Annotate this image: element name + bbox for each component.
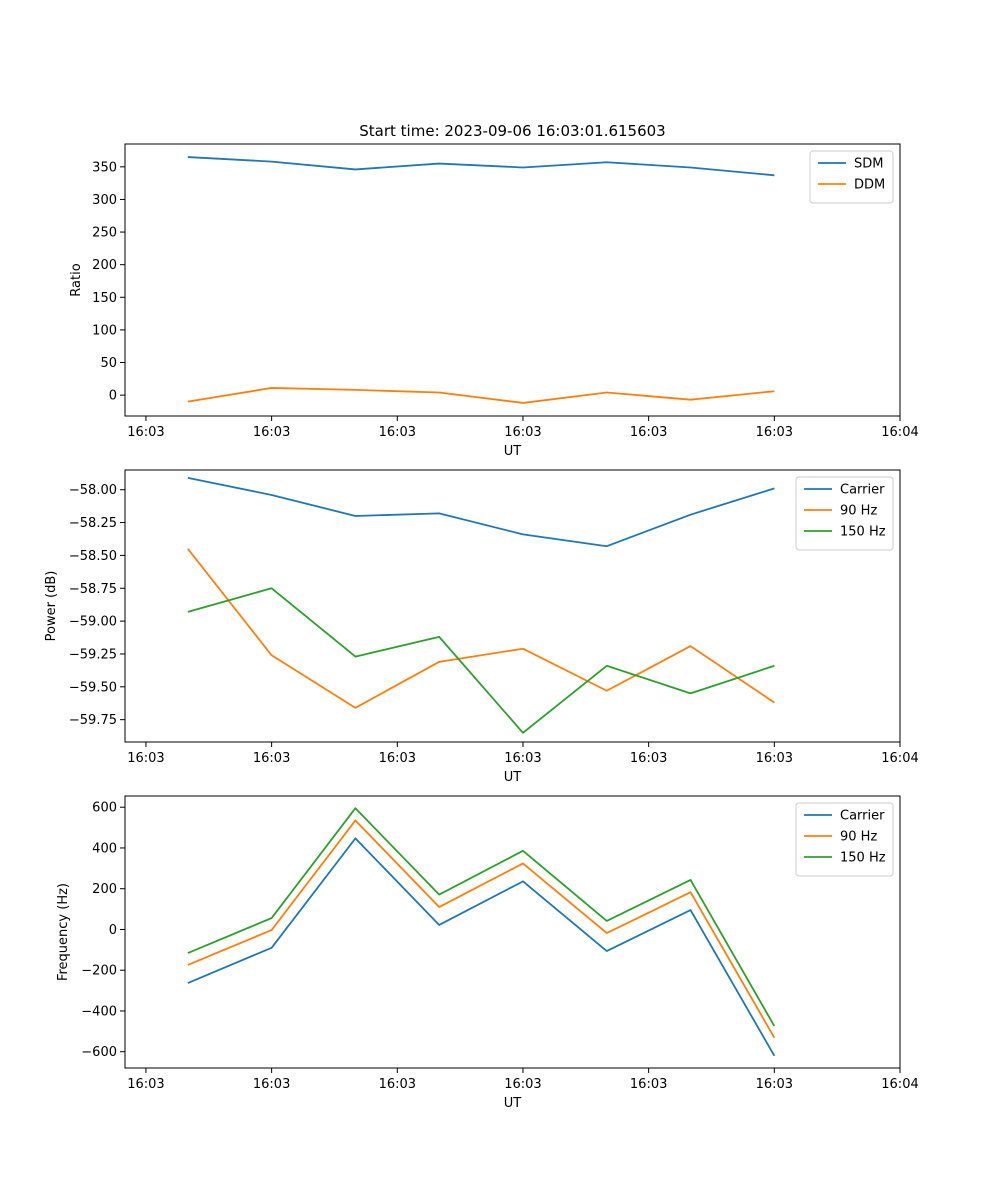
ratio-y-tick-label: 250 [92, 226, 117, 241]
power-series-line-carrier [187, 476, 775, 548]
frequency-axes-frame [124, 795, 901, 1069]
ratio-panel: 16:03 16:03 16:03 16:03 16:03 16:03 16:04 0 50 10… [69, 143, 919, 459]
power-x-tick-label: 16:03 [127, 751, 164, 766]
ratio-x-tick-label: 16:03 [504, 425, 541, 440]
ratio-x-tick-label: 16:03 [756, 425, 793, 440]
frequency-legend-label: Carrier [840, 809, 885, 824]
power-legend-label: Carrier [840, 483, 885, 498]
ratio-y-tick-label: 350 [92, 160, 117, 175]
frequency-panel: 16:03 16:03 16:03 16:03 16:03 16:03 16:04 −600 −… [56, 795, 919, 1111]
frequency-y-tick-label: 600 [92, 801, 117, 816]
frequency-y-tick-label: −200 [81, 964, 117, 979]
frequency-x-axis-label: UT [504, 1096, 522, 1111]
power-y-tick-label: −59.50 [69, 680, 117, 695]
frequency-x-tick-label: 16:03 [379, 1077, 416, 1092]
frequency-x-tick-label: 16:03 [630, 1077, 667, 1092]
power-legend-label: 150 Hz [840, 525, 886, 540]
frequency-series-line-90-hz [187, 819, 776, 1039]
figure-title: Start time: 2023-09-06 16:03:01.615603 [359, 122, 665, 140]
power-x-tick-label: 16:03 [630, 751, 667, 766]
frequency-y-tick-label: 400 [92, 841, 117, 856]
frequency-series-line-150-hz [187, 807, 776, 1027]
power-y-tick-label: −58.00 [69, 483, 117, 498]
frequency-series-line-carrier [187, 837, 776, 1057]
power-y-tick-label: −59.75 [69, 713, 117, 728]
ratio-y-tick-label: 50 [100, 356, 117, 371]
ratio-x-tick-label: 16:04 [881, 425, 918, 440]
frequency-x-tick-label: 16:03 [127, 1077, 164, 1092]
ratio-y-tick-label: 200 [92, 258, 117, 273]
frequency-x-tick-label: 16:03 [253, 1077, 290, 1092]
ratio-series-line-sdm [187, 156, 775, 177]
frequency-x-tick-label: 16:04 [881, 1077, 918, 1092]
power-panel: 16:03 16:03 16:03 16:03 16:03 16:03 16:04 −58.0… [44, 469, 919, 785]
frequency-y-axis-label: Frequency (Hz) [56, 883, 71, 981]
ratio-x-tick-label: 16:03 [379, 425, 416, 440]
ratio-y-tick-label: 100 [92, 323, 117, 338]
power-axes-frame [124, 469, 901, 743]
frequency-legend-label: 150 Hz [840, 851, 886, 866]
frequency-y-tick-label: −400 [81, 1004, 117, 1019]
power-x-axis-label: UT [504, 770, 522, 785]
ratio-legend-label: SDM [854, 157, 883, 172]
power-x-tick-label: 16:03 [379, 751, 416, 766]
ratio-y-tick-label: 0 [109, 389, 117, 404]
power-series-line-150-hz [187, 587, 775, 734]
ratio-y-tick-label: 300 [92, 193, 117, 208]
power-y-tick-label: −58.50 [69, 549, 117, 564]
frequency-y-tick-label: 200 [92, 882, 117, 897]
power-legend-label: 90 Hz [840, 504, 877, 519]
ratio-x-axis-label: UT [504, 444, 522, 459]
power-y-tick-label: −59.00 [69, 615, 117, 630]
power-x-tick-label: 16:03 [756, 751, 793, 766]
ratio-x-tick-label: 16:03 [127, 425, 164, 440]
power-y-tick-label: −59.25 [69, 647, 117, 662]
power-x-tick-label: 16:03 [253, 751, 290, 766]
ratio-legend [809, 150, 894, 204]
frequency-x-tick-label: 16:03 [504, 1077, 541, 1092]
ratio-x-tick-label: 16:03 [630, 425, 667, 440]
ratio-series-line-ddm [187, 387, 775, 404]
frequency-legend-label: 90 Hz [840, 830, 877, 845]
ratio-y-axis-label: Ratio [69, 263, 84, 296]
power-x-tick-label: 16:03 [504, 751, 541, 766]
power-series-line-90-hz [187, 548, 775, 709]
ratio-x-tick-label: 16:03 [253, 425, 290, 440]
ratio-y-tick-label: 150 [92, 291, 117, 306]
frequency-y-tick-label: −600 [81, 1045, 117, 1060]
frequency-x-tick-label: 16:03 [756, 1077, 793, 1092]
power-y-tick-label: −58.25 [69, 516, 117, 531]
power-y-tick-label: −58.75 [69, 582, 117, 597]
power-x-tick-label: 16:04 [881, 751, 918, 766]
power-y-axis-label: Power (dB) [44, 571, 59, 642]
frequency-y-tick-label: 0 [109, 923, 117, 938]
ratio-legend-label: DDM [854, 178, 885, 193]
ratio-axes-frame [124, 143, 901, 417]
